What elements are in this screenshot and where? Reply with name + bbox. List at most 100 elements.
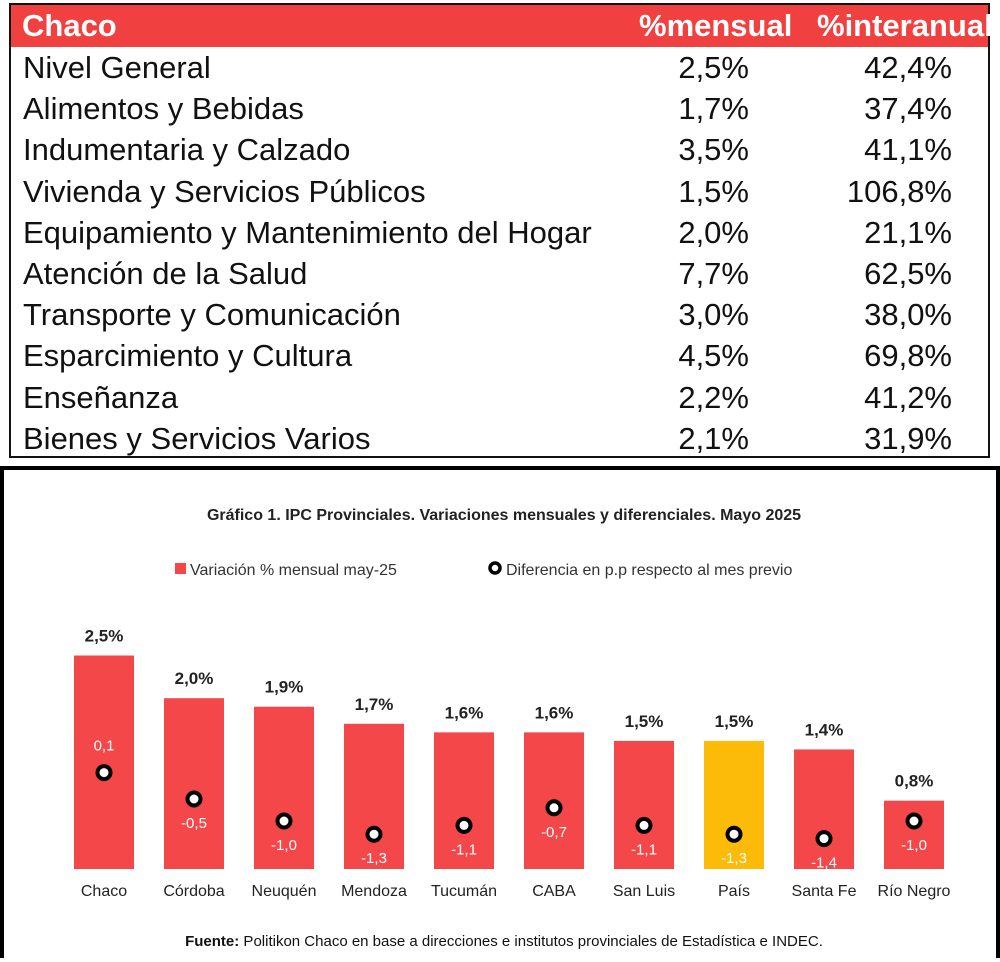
table-row: Indumentaria y Calzado 3,5% 41,1%: [11, 129, 988, 170]
bar-7: [704, 740, 764, 869]
row-yoy: 21,1%: [864, 214, 952, 250]
table-header: Chaco %mensual %interanual: [11, 5, 993, 47]
bar-label: 1,9%: [265, 678, 304, 697]
diff-marker-8: [815, 830, 833, 848]
chart-source: Fuente: Politikon Chaco en base a direcc…: [185, 933, 823, 950]
bar-label: 1,5%: [625, 712, 664, 731]
bar-label: 2,5%: [85, 627, 124, 646]
bar-label: 1,4%: [805, 720, 844, 739]
row-name: Esparcimiento y Cultura: [23, 338, 353, 374]
diff-marker-4: [455, 816, 473, 834]
legend-bar-swatch: [175, 563, 186, 574]
category-label: Santa Fe: [792, 883, 857, 900]
bar-8: [794, 749, 854, 869]
row-name: Transporte y Comunicación: [23, 297, 401, 333]
row-name: Equipamiento y Mantenimiento del Hogar: [23, 214, 592, 250]
bar-label: 0,8%: [895, 772, 934, 791]
diff-label: -1,3: [721, 850, 747, 867]
row-yoy: 42,4%: [864, 50, 952, 85]
category-label: San Luis: [613, 883, 675, 900]
chart-panel: Gráfico 1. IPC Provinciales. Variaciones…: [0, 466, 1000, 958]
bar-2: [254, 706, 314, 869]
legend-marker-swatch: [488, 561, 502, 575]
bar-label: 1,7%: [355, 695, 394, 714]
diff-label: -1,0: [271, 837, 297, 854]
bar-label: 2,0%: [175, 669, 214, 688]
row-yoy: 37,4%: [864, 91, 952, 127]
header-yoy: %interanual: [817, 8, 993, 43]
row-yoy: 38,0%: [864, 297, 952, 333]
row-name: Enseñanza: [23, 379, 179, 415]
row-monthly: 2,0%: [678, 214, 749, 250]
table-row: Vivienda y Servicios Públicos 1,5% 106,8%: [11, 171, 988, 212]
diff-marker-2: [275, 812, 293, 830]
header-region: Chaco: [22, 8, 117, 43]
diff-label: -1,3: [361, 850, 387, 867]
ipc-table: Chaco %mensual %interanual Nivel General…: [9, 3, 993, 459]
bar-4: [434, 732, 494, 869]
row-yoy: 41,1%: [864, 132, 952, 168]
row-monthly: 2,5%: [678, 50, 749, 85]
row-yoy: 62,5%: [864, 255, 952, 291]
diff-marker-0: [95, 764, 113, 782]
row-name: Alimentos y Bebidas: [23, 91, 304, 127]
row-yoy: 69,8%: [864, 338, 952, 374]
row-monthly: 3,0%: [678, 297, 749, 333]
diff-marker-7: [725, 825, 743, 843]
category-label: Córdoba: [163, 883, 224, 900]
diff-label: 0,1: [94, 738, 115, 755]
bar-label: 1,5%: [715, 712, 754, 731]
row-monthly: 2,1%: [678, 420, 749, 456]
row-monthly: 1,5%: [678, 173, 749, 209]
bar-6: [614, 740, 674, 869]
row-name: Indumentaria y Calzado: [23, 132, 351, 168]
diff-label: -0,7: [541, 824, 567, 841]
source-text: Politikon Chaco en base a direcciones e …: [239, 933, 823, 950]
chart-title: Gráfico 1. IPC Provinciales. Variaciones…: [207, 507, 801, 524]
table-row: Alimentos y Bebidas 1,7% 37,4%: [11, 88, 988, 129]
legend-bar-label: Variación % mensual may-25: [190, 562, 397, 579]
category-label: Río Negro: [878, 883, 951, 900]
row-name: Atención de la Salud: [23, 255, 308, 291]
row-name: Nivel General: [23, 50, 211, 85]
bar-label: 1,6%: [535, 703, 574, 722]
category-label: Tucumán: [431, 883, 497, 900]
table-row: Enseñanza 2,2% 41,2%: [11, 377, 988, 418]
bar-0: [74, 655, 134, 869]
category-label: CABA: [532, 883, 576, 900]
diff-marker-1: [185, 790, 203, 808]
bar-9: [884, 800, 944, 869]
table-row: Atención de la Salud 7,7% 62,5%: [11, 253, 988, 294]
legend-marker-label: Diferencia en p.p respecto al mes previo: [506, 562, 792, 579]
bar-label: 1,6%: [445, 703, 484, 722]
table-row: Equipamiento y Mantenimiento del Hogar 2,…: [11, 212, 988, 253]
bar-1: [164, 698, 224, 869]
row-monthly: 1,7%: [678, 91, 749, 127]
diff-marker-5: [545, 799, 563, 817]
row-yoy: 41,2%: [864, 379, 952, 415]
table-row: Esparcimiento y Cultura 4,5% 69,8%: [11, 335, 988, 376]
table-row: Nivel General 2,5% 42,4%: [11, 47, 988, 88]
category-label: País: [718, 883, 750, 900]
bar-3: [344, 723, 404, 869]
diff-marker-9: [905, 812, 923, 830]
table-row: Bienes y Servicios Varios 2,1% 31,9%: [11, 418, 988, 459]
row-name: Bienes y Servicios Varios: [23, 420, 371, 456]
category-label: Mendoza: [341, 883, 407, 900]
row-monthly: 7,7%: [678, 255, 749, 291]
diff-marker-6: [635, 816, 653, 834]
row-monthly: 3,5%: [678, 132, 749, 168]
ipc-chart: Gráfico 1. IPC Provinciales. Variaciones…: [74, 507, 951, 950]
diff-label: -0,5: [181, 815, 207, 832]
category-label: Chaco: [81, 883, 127, 900]
diff-label: -1,4: [811, 855, 837, 872]
header-monthly: %mensual: [639, 8, 793, 43]
source-label: Fuente:: [185, 933, 239, 950]
table-row: Transporte y Comunicación 3,0% 38,0%: [11, 294, 988, 335]
diff-label: -1,1: [631, 841, 657, 858]
row-yoy: 106,8%: [846, 173, 952, 209]
table-body: Nivel General 2,5% 42,4% Alimentos y Bebida…: [11, 47, 988, 459]
diff-label: -1,0: [901, 837, 927, 854]
row-monthly: 2,2%: [678, 379, 749, 415]
row-name: Vivienda y Servicios Públicos: [23, 173, 426, 209]
